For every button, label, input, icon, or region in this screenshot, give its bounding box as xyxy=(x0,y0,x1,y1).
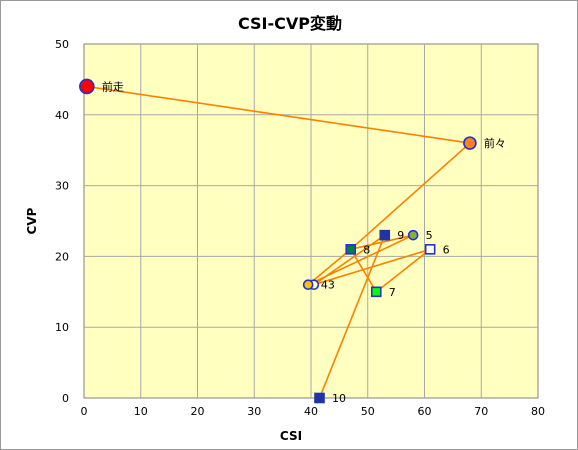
marker-9 xyxy=(379,229,391,241)
x-tick-label: 30 xyxy=(247,405,261,418)
point-label-8: 8 xyxy=(363,243,370,256)
marker-前走 xyxy=(79,78,95,95)
point-label-前々: 前々 xyxy=(484,136,506,150)
x-tick-label: 40 xyxy=(304,405,318,418)
y-axis-label: CVP xyxy=(25,207,39,234)
x-tick-label: 0 xyxy=(81,405,88,418)
marker-7 xyxy=(370,286,382,298)
y-tick-label: 10 xyxy=(55,321,69,334)
chart-title: CSI-CVP変動 xyxy=(238,14,342,33)
marker-8 xyxy=(345,244,357,255)
point-label-9: 9 xyxy=(397,229,404,242)
y-tick-label: 30 xyxy=(55,180,69,193)
point-label-前走: 前走 xyxy=(102,79,124,93)
marker-前々 xyxy=(463,136,477,150)
grid-lines xyxy=(84,44,538,398)
marker-4 xyxy=(302,279,314,291)
x-tick-label: 10 xyxy=(134,405,148,418)
point-label-10: 10 xyxy=(332,392,346,405)
y-tick-label: 40 xyxy=(55,109,69,122)
point-label-3: 3 xyxy=(328,279,335,292)
x-tick-label: 50 xyxy=(361,405,375,418)
x-tick-label: 80 xyxy=(531,405,545,418)
point-label-6: 6 xyxy=(443,243,450,256)
x-tick-label: 70 xyxy=(474,405,488,418)
point-label-7: 7 xyxy=(389,286,396,299)
x-tick-label: 60 xyxy=(418,405,432,418)
y-tick-label: 0 xyxy=(62,392,69,405)
tick-labels: 0 10 20 30 40 50 60 70 80 0 10 20 30 40 50 xyxy=(55,38,545,418)
y-tick-label: 50 xyxy=(55,38,69,51)
x-axis-label: CSI xyxy=(280,429,302,443)
marker-5 xyxy=(407,229,419,241)
y-tick-label: 20 xyxy=(55,250,69,263)
marker-10 xyxy=(314,392,325,404)
x-tick-label: 20 xyxy=(191,405,205,418)
point-label-5: 5 xyxy=(426,229,433,242)
marker-6 xyxy=(424,244,436,255)
data-markers xyxy=(79,78,477,404)
point-label-4: 4 xyxy=(321,279,328,292)
